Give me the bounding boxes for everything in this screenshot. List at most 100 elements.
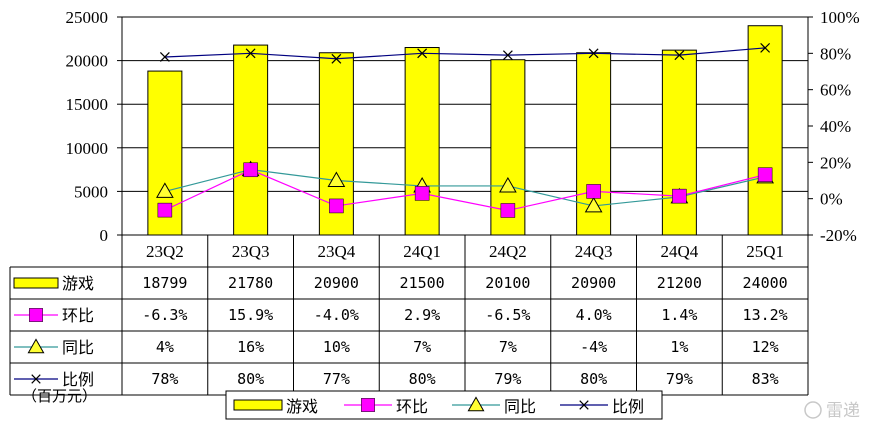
row-key [13, 277, 59, 289]
bar [661, 49, 697, 236]
table-cell: 20900 [314, 274, 359, 292]
table-cell: 10% [323, 338, 350, 356]
table-cell: 78% [151, 370, 178, 388]
table-cell: -6.3% [142, 306, 187, 324]
point [157, 202, 173, 218]
legend-label: 同比 [504, 397, 536, 416]
row-key-marker [27, 338, 45, 354]
table-cell: 7% [413, 338, 431, 356]
marker-stroke [674, 50, 685, 61]
left-tick-label: 25000 [66, 8, 109, 27]
table-cell: 16% [237, 338, 264, 356]
table-cell: 79% [494, 370, 521, 388]
left-tick-label: 15000 [66, 95, 109, 114]
bar [404, 47, 440, 236]
category-label: 25Q1 [746, 242, 784, 261]
point [414, 186, 430, 201]
weibo-icon [804, 401, 822, 419]
point [156, 182, 174, 198]
point [245, 48, 256, 59]
table-cell: -4.0% [314, 306, 359, 324]
table-cell: 4% [156, 338, 174, 356]
table-cell: 4.0% [576, 306, 612, 324]
table-cell: 80% [237, 370, 264, 388]
watermark: 雷递 [804, 401, 860, 421]
point [417, 48, 428, 59]
data-table: 23Q2 23Q3 23Q4 24Q1 24Q2 24Q3 24Q4 25Q1 游戏 18799 2… [9, 235, 809, 396]
table-cell: 13.2% [743, 306, 788, 324]
category-label: 24Q1 [403, 242, 441, 261]
right-tick-label: 60% [820, 81, 851, 100]
row-label: 同比 [62, 338, 94, 357]
point [584, 196, 603, 213]
marker-stroke [502, 50, 513, 61]
category-label: 23Q2 [146, 242, 184, 261]
marker-stroke [417, 48, 428, 59]
table-cell: 79% [666, 370, 693, 388]
table-cell: -4% [580, 338, 607, 356]
table-cell: 7% [499, 338, 517, 356]
row-key-marker [29, 308, 43, 322]
bar [747, 25, 783, 236]
series-line [164, 168, 766, 207]
legend: 游戏 环比 同比 比例 [225, 390, 663, 420]
right-tick-label: 80% [820, 44, 851, 63]
axes: 0 5000 10000 15000 20000 25000 -20% 0% 20% 40% 60%… [66, 8, 860, 245]
marker-stroke [31, 374, 41, 384]
table-cell: 1% [670, 338, 688, 356]
table-cell: 24000 [743, 274, 788, 292]
point [500, 203, 516, 218]
right-tick-label: -20% [820, 226, 857, 245]
table-cell: 77% [323, 370, 350, 388]
marker-stroke [760, 42, 771, 53]
legend-marker [361, 398, 375, 412]
category-label: 24Q4 [660, 242, 698, 261]
legend-key [233, 399, 283, 411]
line-series [156, 42, 774, 218]
point [588, 48, 599, 59]
table-cell: 80% [580, 370, 607, 388]
table-cell: 21780 [228, 274, 273, 292]
point [327, 171, 346, 187]
point [159, 52, 170, 62]
bar [233, 44, 269, 236]
category-label: 24Q3 [575, 242, 613, 261]
unit-label: （百万元） [22, 387, 97, 405]
marker-stroke [331, 53, 342, 64]
table-cell: 12% [752, 338, 779, 356]
watermark-text: 雷递 [826, 401, 860, 421]
marker-stroke [579, 400, 589, 410]
table-cell: 15.9% [228, 306, 273, 324]
legend-marker [579, 400, 589, 410]
row-label: 比例 [62, 370, 94, 389]
point [586, 184, 601, 199]
table-cell: 21200 [657, 274, 702, 292]
row-label: 环比 [62, 306, 94, 325]
point [329, 198, 344, 214]
point [672, 188, 687, 204]
table-cell: 2.9% [404, 306, 440, 324]
table-cell: 83% [752, 370, 779, 388]
left-tick-label: 5000 [74, 182, 108, 201]
table-cell: 20900 [571, 274, 616, 292]
table-cell: 80% [409, 370, 436, 388]
category-label: 23Q4 [317, 242, 355, 261]
legend-marker [467, 396, 485, 412]
bar-series [147, 25, 783, 236]
marker-stroke [245, 48, 256, 59]
row-label: 游戏 [62, 274, 94, 293]
series-line [164, 169, 766, 212]
right-tick-label: 40% [820, 117, 851, 136]
legend-label: 环比 [396, 397, 428, 416]
point [243, 162, 258, 178]
right-tick-label: 0% [820, 190, 843, 209]
marker-stroke [588, 48, 599, 59]
category-label: 23Q3 [232, 242, 270, 261]
series-line [164, 47, 766, 60]
legend-label: 比例 [612, 397, 644, 416]
point [331, 53, 342, 64]
row-key-marker [31, 374, 41, 384]
table-cell: -6.5% [485, 306, 530, 324]
point [674, 50, 685, 61]
